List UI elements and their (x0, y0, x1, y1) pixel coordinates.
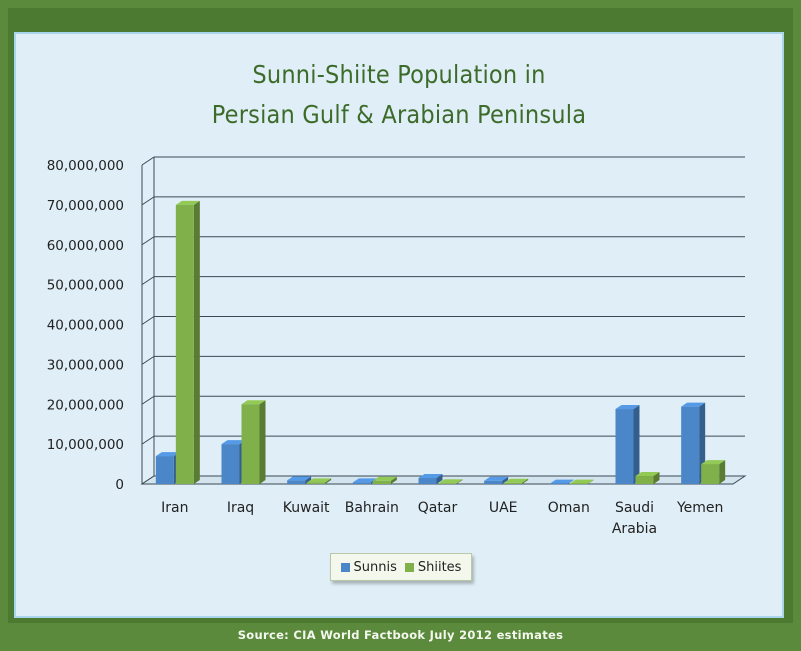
bar-sunnis-iraq (221, 444, 240, 484)
bar-side (193, 200, 200, 484)
bar-side (522, 478, 529, 484)
bar-top (438, 479, 463, 484)
bar-top (484, 476, 509, 481)
y-tick-label: 10,000,000 (47, 437, 124, 453)
source-note: Source: CIA World Factbook July 2012 est… (237, 628, 564, 642)
gridline-side (141, 355, 155, 365)
bar-side (633, 405, 640, 484)
bar-shiites-yemen (701, 464, 720, 484)
x-tick-label: Kuwait (283, 500, 330, 516)
bar-top (307, 478, 332, 483)
legend-label-sunnis: Sunnis (353, 559, 397, 575)
bar-top (418, 474, 443, 479)
bar-shiites-oman (569, 483, 588, 485)
gridline-side (141, 276, 155, 286)
bar-top (221, 440, 246, 445)
bar-side (305, 476, 312, 484)
x-tick-label: Bahrain (345, 500, 399, 516)
chart-title-line-1: Sunni-Shiite Population in (252, 60, 546, 89)
bar-top (504, 478, 529, 483)
bar-shiites-iraq (241, 404, 260, 484)
bar-side (587, 479, 594, 484)
x-tick-label: Arabia (612, 521, 657, 537)
bar-sunnis-uae (484, 480, 503, 484)
bar-sunnis-bahrain (352, 482, 371, 484)
gridline-side (141, 316, 155, 325)
gridline-side (141, 196, 155, 206)
bar-top (352, 478, 377, 483)
bar-side (502, 476, 509, 484)
legend-swatch-shiites (404, 562, 414, 572)
bar-shiites-kuwait (307, 482, 326, 484)
bar-side (436, 474, 443, 484)
y-tick-label: 40,000,000 (47, 318, 124, 334)
legend-label-shiites: Shiites (417, 559, 462, 575)
bar-top (372, 476, 397, 481)
bar-top (635, 472, 660, 477)
x-tick-label: Saudi (615, 500, 654, 516)
legend-swatch-sunnis (340, 562, 350, 572)
bar-shiites-saudi-arabia (635, 476, 654, 484)
y-tick-label: 50,000,000 (47, 278, 124, 294)
x-tick-label: Yemen (676, 500, 723, 516)
bar-top (549, 479, 574, 484)
bar-sunnis-qatar (418, 478, 437, 484)
y-tick-label: 80,000,000 (47, 158, 124, 174)
x-tick-label: UAE (489, 500, 518, 516)
gridline-side (141, 236, 155, 246)
chart-title-line-2: Persian Gulf & Arabian Peninsula (211, 100, 587, 129)
bar-sunnis-iran (155, 456, 174, 484)
bar-shiites-iran (175, 204, 194, 484)
gridline-side (141, 435, 155, 445)
legend: Sunnis Shiites (330, 553, 472, 581)
bar-sunnis-kuwait (287, 480, 306, 484)
bar-side (259, 400, 266, 484)
bar-top (569, 479, 594, 484)
bar-side (567, 479, 574, 484)
x-tick-label: Iran (161, 500, 188, 516)
legend-item-sunnis: Sunnis (340, 559, 397, 575)
bar-shiites-bahrain (372, 480, 391, 484)
x-tick-label: Oman (548, 500, 590, 516)
bar-top (615, 405, 640, 410)
bar-shiites-uae (504, 482, 523, 484)
bar-top (287, 476, 312, 481)
bar-shiites-qatar (438, 483, 457, 484)
y-tick-label: 30,000,000 (47, 357, 124, 373)
bar-top (241, 400, 266, 405)
y-tick-label: 20,000,000 (47, 397, 124, 413)
x-tick-label: Iraq (227, 500, 254, 516)
x-tick-label: Qatar (418, 500, 458, 516)
bar-top (155, 452, 180, 457)
bar-sunnis-yemen (681, 406, 700, 484)
bar-top (175, 200, 200, 205)
bar-sunnis-saudi-arabia (615, 409, 634, 484)
y-tick-label: 70,000,000 (47, 198, 124, 214)
bar-side (719, 460, 726, 484)
bar-sunnis-oman (549, 483, 568, 485)
bar-side (390, 476, 397, 484)
legend-item-shiites: Shiites (404, 559, 462, 575)
bar-top (701, 460, 726, 465)
bar-side (325, 478, 332, 484)
bar-side (456, 479, 463, 484)
bar-side (653, 472, 660, 484)
y-tick-label: 60,000,000 (47, 238, 124, 254)
gridline-side (141, 156, 155, 166)
y-tick-label: 0 (115, 477, 124, 493)
bar-top (681, 402, 706, 407)
gridline-side (141, 395, 155, 405)
